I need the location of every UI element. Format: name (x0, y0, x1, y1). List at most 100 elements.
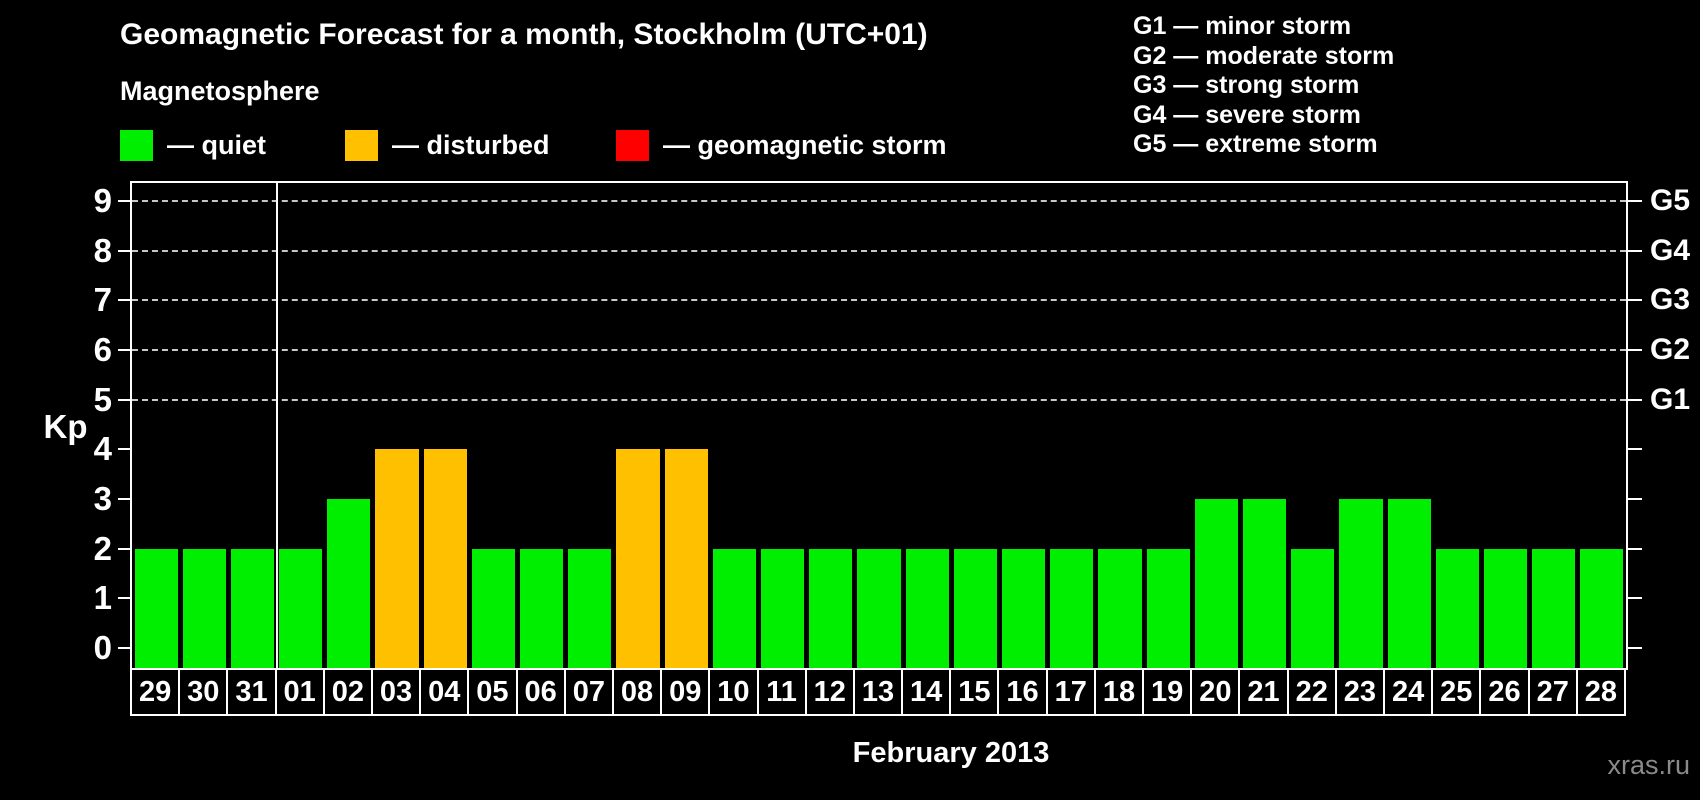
y-axis-label-6: 6 (93, 330, 112, 368)
bar-day-11 (761, 548, 805, 668)
bar-day-27 (1532, 548, 1576, 668)
y-axis-label-2: 2 (93, 529, 112, 567)
legend-item-quiet: — quiet (120, 129, 266, 161)
day-label-18: 18 (1093, 668, 1145, 716)
y-axis-label-7: 7 (93, 281, 112, 319)
day-label-15: 15 (949, 668, 1000, 716)
y-axis-tick-right-1 (1628, 597, 1642, 600)
right-axis-label-g5: G5 (1650, 183, 1691, 217)
bar-day-19 (1146, 548, 1190, 668)
right-axis-label-g4: G4 (1650, 233, 1691, 267)
storm-scale-g3: G3 — strong storm (1133, 71, 1360, 99)
y-axis-tick-right-3 (1628, 498, 1642, 501)
y-axis-tick-right-9 (1628, 199, 1642, 202)
legend-label-storm: — geomagnetic storm (663, 130, 947, 160)
day-label-12: 12 (804, 668, 855, 716)
day-label-05: 05 (467, 668, 518, 716)
gridline-kp7 (132, 299, 1626, 302)
month-separator-line (275, 183, 278, 668)
y-axis-tick-right-8 (1628, 249, 1642, 252)
y-axis-label-1: 1 (93, 579, 112, 617)
bar-day-07 (568, 548, 612, 668)
day-label-16: 16 (997, 668, 1048, 716)
bar-day-26 (1483, 548, 1528, 668)
bar-day-03 (375, 449, 419, 668)
bar-day-05 (471, 548, 516, 668)
legend-label-quiet: — quiet (167, 130, 266, 160)
day-label-21: 21 (1238, 668, 1289, 716)
day-label-25: 25 (1431, 668, 1482, 716)
bar-day-10 (712, 548, 756, 668)
y-axis-label-8: 8 (93, 231, 112, 269)
storm-scale-legend: G1 — minor storm G2 — moderate storm G3 … (1133, 12, 1394, 160)
day-label-03: 03 (370, 668, 422, 716)
y-axis-tick-left-9 (118, 199, 132, 202)
day-label-08: 08 (611, 668, 663, 716)
storm-scale-g1: G1 — minor storm (1133, 12, 1352, 40)
day-label-24: 24 (1383, 668, 1434, 716)
day-label-01: 01 (274, 668, 325, 716)
gridline-kp9 (132, 199, 1626, 202)
day-label-13: 13 (852, 668, 904, 716)
legend-item-disturbed: — disturbed (345, 129, 550, 161)
y-axis-label-9: 9 (93, 181, 112, 219)
disturbed-color-swatch (345, 129, 378, 161)
right-axis-label-g2: G2 (1650, 332, 1691, 366)
legend-item-storm: — geomagnetic storm (616, 129, 947, 161)
x-axis-title: February 2013 (852, 737, 1050, 769)
bar-day-13 (857, 548, 901, 668)
day-label-27: 27 (1527, 668, 1578, 716)
day-label-04: 04 (419, 668, 470, 716)
y-axis-tick-left-3 (118, 498, 132, 501)
magnetosphere-label: Magnetosphere (120, 76, 320, 106)
day-label-06: 06 (515, 668, 566, 716)
y-axis-tick-left-4 (118, 448, 132, 451)
bar-day-31 (230, 548, 275, 668)
bar-day-22 (1291, 548, 1335, 668)
day-label-29: 29 (130, 668, 181, 716)
gridline-kp5 (132, 398, 1626, 401)
day-label-19: 19 (1142, 668, 1193, 716)
bar-day-24 (1387, 499, 1431, 668)
bar-day-28 (1580, 548, 1624, 668)
day-label-28: 28 (1575, 668, 1626, 716)
storm-scale-g2: G2 — moderate storm (1133, 41, 1395, 70)
bar-day-29 (134, 548, 178, 668)
storm-scale-g4: G4 — severe storm (1133, 100, 1361, 129)
day-label-10: 10 (708, 668, 759, 716)
gridline-kp8 (132, 249, 1626, 252)
day-label-23: 23 (1334, 668, 1386, 716)
bar-day-18 (1098, 548, 1142, 668)
y-axis-label-4: 4 (93, 430, 112, 468)
right-axis-label-g3: G3 (1650, 283, 1691, 317)
watermark: xras.ru (1607, 750, 1690, 780)
y-axis-label-5: 5 (93, 380, 112, 418)
day-label-02: 02 (322, 668, 373, 716)
y-axis-tick-left-5 (118, 398, 132, 401)
day-label-22: 22 (1286, 668, 1337, 716)
right-axis-label-g1: G1 (1650, 382, 1691, 416)
y-axis-tick-right-6 (1628, 348, 1642, 351)
bar-day-12 (809, 548, 853, 668)
legend-label-disturbed: — disturbed (392, 130, 550, 160)
y-axis-tick-left-7 (118, 299, 132, 302)
day-label-31: 31 (226, 668, 277, 716)
bar-day-17 (1050, 548, 1094, 668)
y-axis-tick-left-2 (118, 547, 132, 550)
y-axis-tick-right-2 (1628, 547, 1642, 550)
y-axis-tick-left-1 (118, 597, 132, 600)
day-label-11: 11 (756, 668, 807, 716)
y-axis-tick-left-0 (118, 647, 132, 650)
y-axis-title: Kp (43, 408, 88, 445)
y-axis-tick-right-4 (1628, 448, 1642, 451)
y-axis-tick-right-0 (1628, 647, 1642, 650)
day-label-26: 26 (1479, 668, 1530, 716)
y-axis-label-0: 0 (93, 629, 112, 667)
day-label-09: 09 (660, 668, 711, 716)
bar-day-02 (327, 499, 371, 668)
bar-day-01 (279, 548, 323, 668)
storm-color-swatch (616, 129, 649, 161)
bar-day-25 (1435, 548, 1479, 668)
y-axis-tick-right-7 (1628, 299, 1642, 302)
